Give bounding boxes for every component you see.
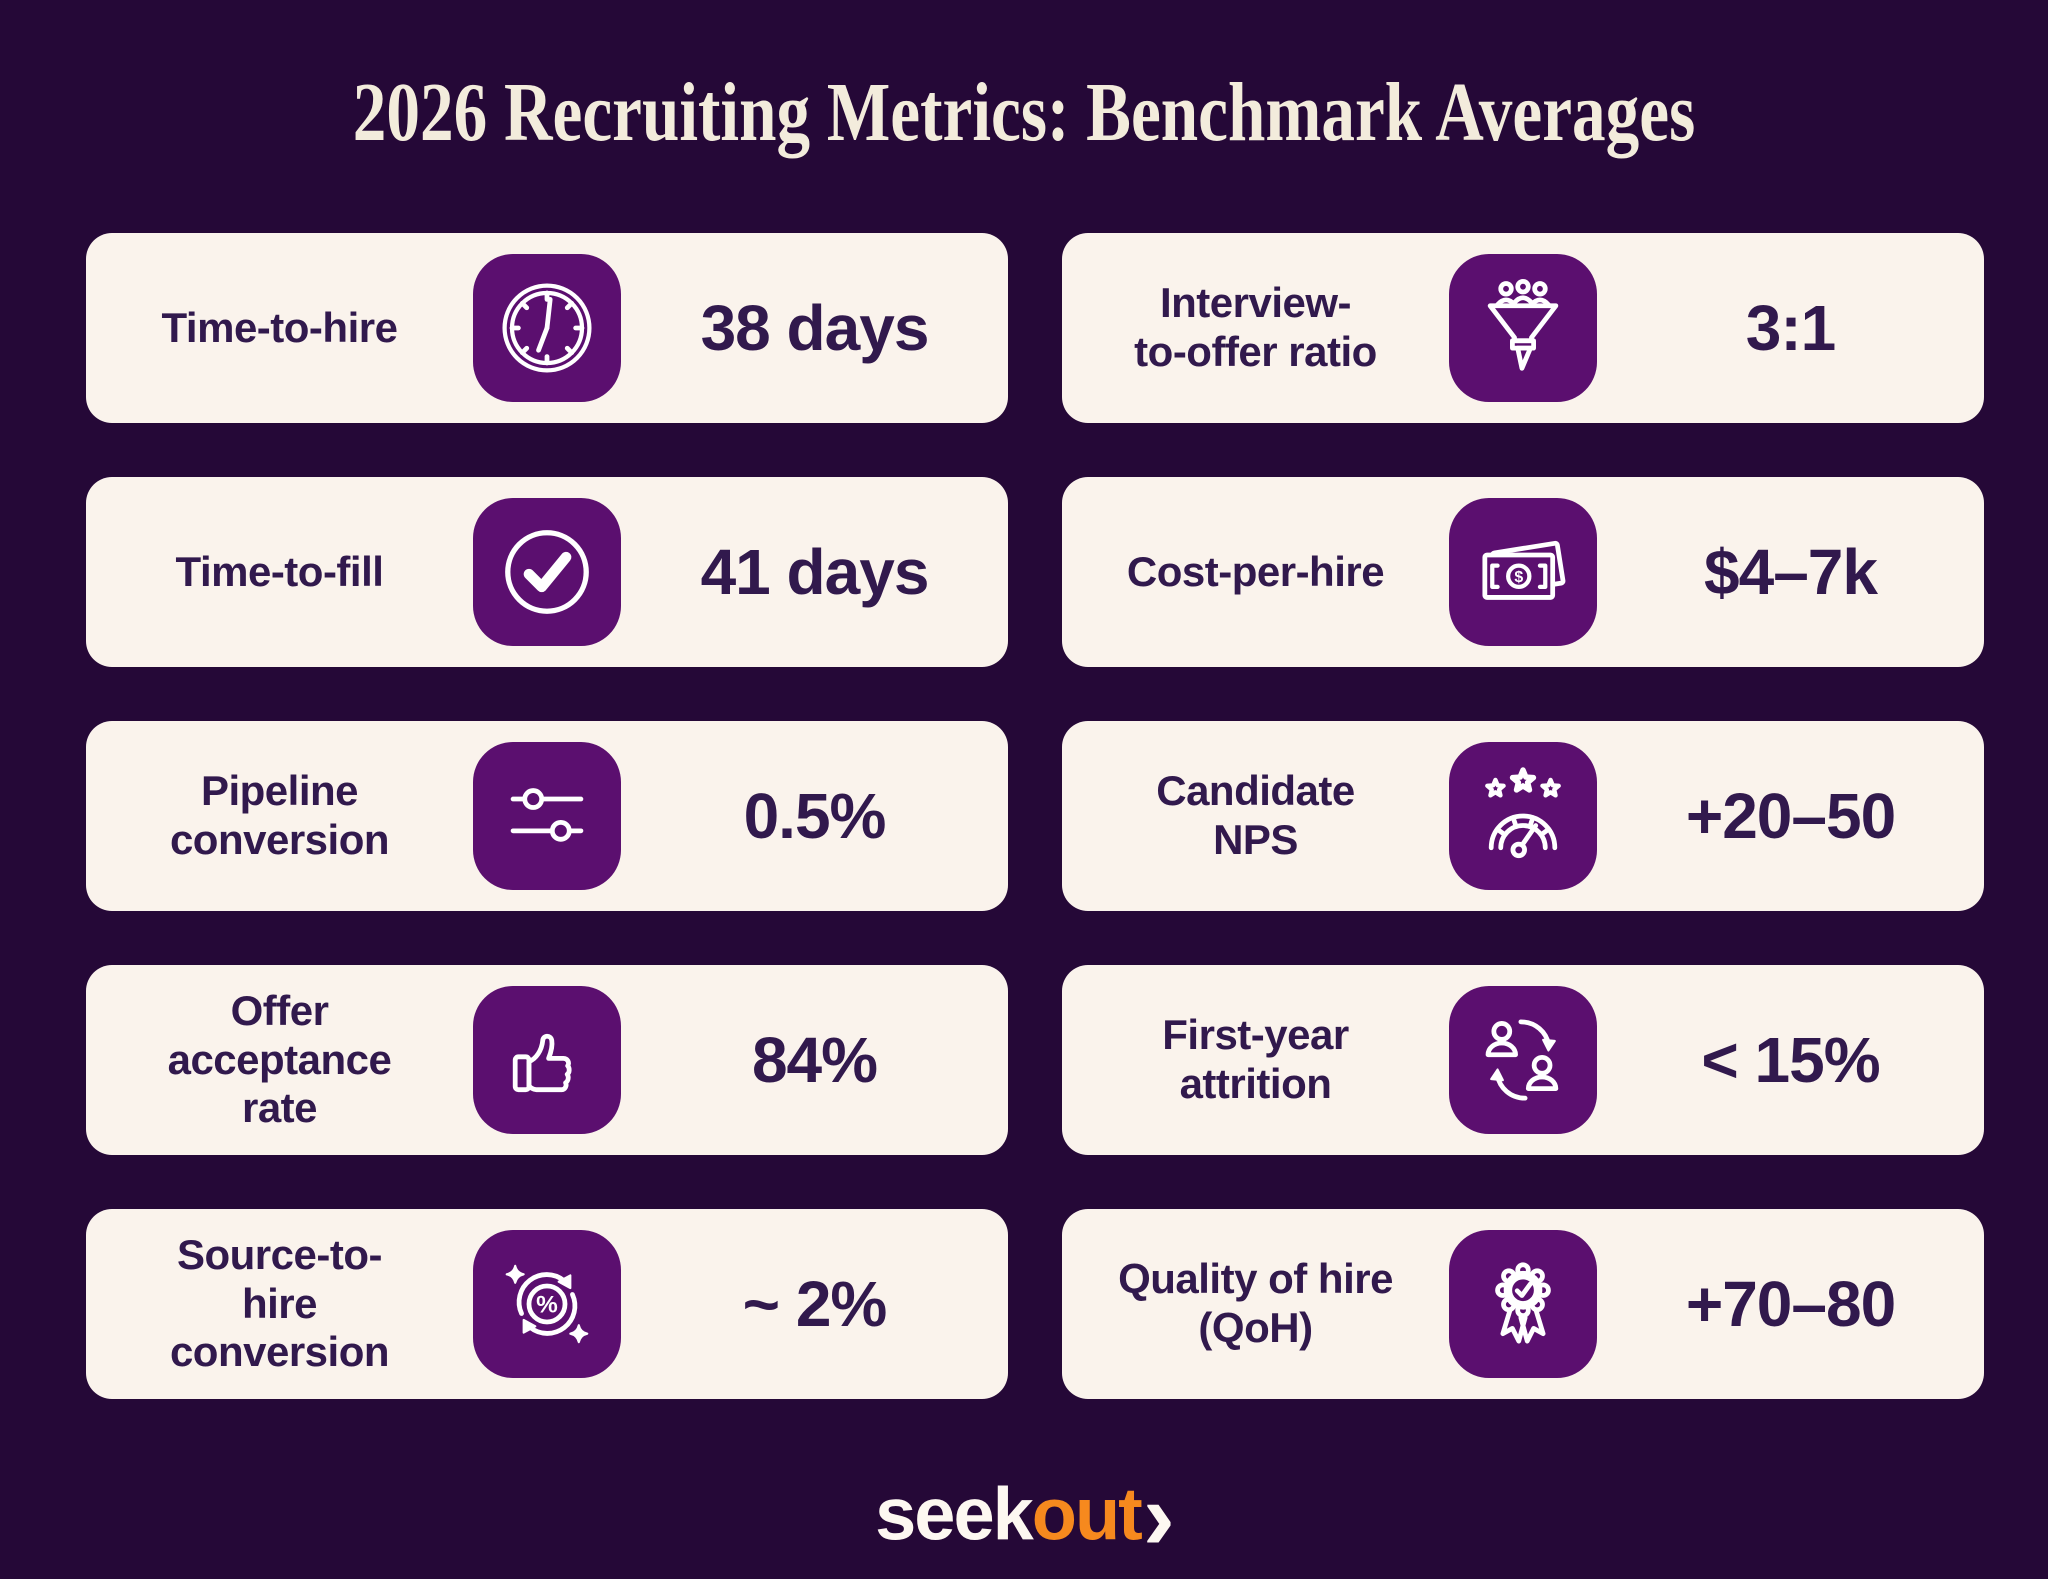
thumbs-up-icon [473, 986, 621, 1134]
svg-text:%: % [536, 1291, 558, 1318]
metric-card-time-to-fill: Time-to-fill 41 days [86, 477, 1008, 667]
metric-value: +70–80 [1685, 1268, 1896, 1340]
metric-value: 84% [751, 1024, 878, 1096]
metric-label: Time-to-hire [161, 303, 398, 351]
metric-label: Source-to- hire conversion [169, 1230, 390, 1376]
award-ribbon-icon [1449, 1230, 1597, 1378]
metric-card-cost-per-hire: Cost-per-hire $ $4–7k [1062, 477, 1984, 667]
metric-value: 38 days [700, 292, 930, 364]
metric-label: First-year attrition [1162, 1011, 1349, 1107]
logo-out-text: out [1031, 1472, 1143, 1556]
gauge-stars-icon [1449, 742, 1597, 890]
metric-card-pipeline-conversion: Pipeline conversion 0.5% [86, 721, 1008, 911]
svg-text:$: $ [1514, 569, 1523, 586]
sliders-icon [473, 742, 621, 890]
metric-label: Quality of hire (QoH) [1118, 1255, 1393, 1351]
metric-value: < 15% [1701, 1024, 1880, 1096]
page-title-text: 2026 Recruiting Metrics: Benchmark Avera… [352, 66, 1696, 159]
metric-card-candidate-nps: Candidate NPS +20–50 [1062, 721, 1984, 911]
logo-seek-text: seek [875, 1472, 1034, 1556]
metric-value: 3:1 [1745, 292, 1836, 364]
candidate-funnel-icon [1449, 254, 1597, 402]
metric-card-first-year-attrition: First-year attrition < 15% [1062, 965, 1984, 1155]
seekout-logo: seekout› [0, 1462, 2048, 1572]
clock-icon [473, 254, 621, 402]
metric-card-source-to-hire: Source-to- hire conversion % ~ 2% [86, 1209, 1008, 1399]
metrics-grid: Time-to-hire 38 days Interview- to-offer… [86, 233, 1984, 1399]
metric-value: $4–7k [1704, 536, 1878, 608]
metric-value: ~ 2% [742, 1268, 888, 1340]
metric-value: +20–50 [1685, 780, 1896, 852]
metric-value: 0.5% [743, 780, 887, 852]
metric-label: Cost-per-hire [1126, 547, 1385, 595]
percent-cycle-icon: % [473, 1230, 621, 1378]
metric-card-quality-of-hire: Quality of hire (QoH) +70–80 [1062, 1209, 1984, 1399]
banknote-icon: $ [1449, 498, 1597, 646]
page-title: 2026 Recruiting Metrics: Benchmark Avera… [0, 64, 2048, 161]
metric-label: Pipeline conversion [169, 767, 390, 863]
people-cycle-icon [1449, 986, 1597, 1134]
metric-value: 41 days [700, 536, 930, 608]
metric-label: Interview- to-offer ratio [1134, 279, 1377, 375]
metric-label: Offer acceptance rate [167, 986, 392, 1132]
check-circle-icon [473, 498, 621, 646]
metric-label: Candidate NPS [1156, 767, 1355, 863]
metric-card-time-to-hire: Time-to-hire 38 days [86, 233, 1008, 423]
metric-label: Time-to-fill [175, 547, 384, 595]
logo-chevron-icon: › [1142, 1463, 1175, 1570]
metric-card-offer-acceptance: Offer acceptance rate 84% [86, 965, 1008, 1155]
metric-card-interview-to-offer: Interview- to-offer ratio 3:1 [1062, 233, 1984, 423]
